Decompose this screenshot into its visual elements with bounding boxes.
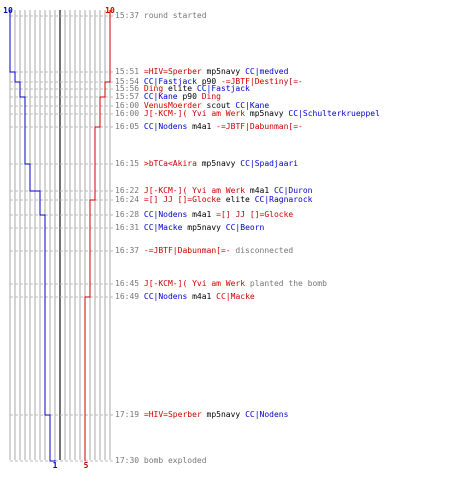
event-text: p90 <box>177 92 202 101</box>
event-row: 16:05 CC|Nodens m4a1 -=JBTF|Dabunman[=- <box>115 122 303 131</box>
event-text: =[] JJ []=Glocke <box>216 210 294 219</box>
event-text: CC|Kane <box>143 92 178 101</box>
event-row: 15:57 CC|Kane p90 Ding <box>115 92 221 101</box>
event-text: m4a1 <box>187 292 217 301</box>
event-row: 15:37 round started <box>115 11 207 20</box>
event-row: 16:15 >bTCa<Akira mp5navy CC|Spadjaari <box>115 159 298 168</box>
event-text: CC|Duron <box>273 186 313 195</box>
event-text: J[-KCM-]( Yvi am Werk <box>143 279 246 288</box>
event-text: mp5navy <box>196 159 241 168</box>
event-text: bomb exploded <box>143 456 207 465</box>
event-text: =[] JJ []=Glocke <box>143 195 221 204</box>
event-text: planted the bomb <box>245 279 327 288</box>
event-row: 15:56 Ding elite CC|Fastjack <box>115 84 250 93</box>
event-text: disconnected <box>230 246 294 255</box>
blue-team-alive-line <box>9 10 56 462</box>
event-row: 16:00 VenusMoerder scout CC|Kane <box>115 101 269 110</box>
event-time: 16:31 <box>115 223 144 232</box>
event-row: 16:24 =[] JJ []=Glocke elite CC|Ragnaroc… <box>115 195 312 204</box>
red-team-alive-line <box>84 10 111 461</box>
event-time: 16:00 <box>115 109 144 118</box>
event-text: CC|Nodens <box>143 292 188 301</box>
event-text: scout <box>201 101 236 110</box>
event-time: 16:05 <box>115 122 144 131</box>
event-time: 15:54 <box>115 77 144 86</box>
event-time: 16:37 <box>115 246 144 255</box>
event-time: 16:00 <box>115 101 144 110</box>
event-text: m4a1 <box>187 210 217 219</box>
event-text: CC|Kane <box>235 101 270 110</box>
event-row: 15:54 CC|Fastjack p90 -=JBTF|Destiny[=- <box>115 77 303 86</box>
event-text: CC|Nodens <box>143 122 188 131</box>
event-time: 16:24 <box>115 195 144 204</box>
event-text: -=JBTF|Dabunman[=- <box>216 122 303 131</box>
event-text: -=JBTF|Dabunman[=- <box>143 246 231 255</box>
event-row: 16:49 CC|Nodens m4a1 CC|Macke <box>115 292 255 301</box>
event-text: CC|Ragnarock <box>254 195 313 204</box>
event-text: mp5navy <box>182 223 226 232</box>
event-row: 16:00 J[-KCM-]( Yvi am Werk mp5navy CC|S… <box>115 109 380 118</box>
event-text: >bTCa<Akira <box>143 159 197 168</box>
event-text: J[-KCM-]( Yvi am Werk <box>143 186 246 195</box>
event-time: 15:56 <box>115 84 144 93</box>
red-team-end-count: 5 <box>84 461 89 470</box>
event-time: 16:15 <box>115 159 144 168</box>
event-row: 16:22 J[-KCM-]( Yvi am Werk m4a1 CC|Duro… <box>115 186 313 195</box>
event-time: 16:45 <box>115 279 144 288</box>
event-row: 17:30 bomb exploded <box>115 456 207 465</box>
event-row: 16:28 CC|Nodens m4a1 =[] JJ []=Glocke <box>115 210 293 219</box>
event-text: m4a1 <box>245 186 274 195</box>
event-text: mp5navy <box>245 109 289 118</box>
event-text: elite <box>163 84 197 93</box>
event-row: 16:45 J[-KCM-]( Yvi am Werk planted the … <box>115 279 327 288</box>
event-text: p90 <box>196 77 221 86</box>
event-text: m4a1 <box>187 122 217 131</box>
event-text: =HIV=Sperber <box>143 410 202 419</box>
event-text: mp5navy <box>201 410 246 419</box>
event-text: VenusMoerder <box>143 101 202 110</box>
event-text: J[-KCM-]( Yvi am Werk <box>143 109 246 118</box>
event-time: 15:57 <box>115 92 144 101</box>
event-time: 17:30 <box>115 456 144 465</box>
red-team-start-count: 10 <box>105 6 115 15</box>
event-time: 16:28 <box>115 210 144 219</box>
blue-team-start-count: 10 <box>3 6 13 15</box>
event-time: 17:19 <box>115 410 144 419</box>
event-text: elite <box>220 195 255 204</box>
event-time: 16:49 <box>115 292 144 301</box>
event-text: CC|medved <box>245 67 289 76</box>
event-text: CC|Fastjack <box>143 77 197 86</box>
event-text: round started <box>143 11 207 20</box>
event-text: =HIV=Sperber <box>143 67 202 76</box>
event-text: CC|Fastjack <box>196 84 250 93</box>
event-text: CC|Schulterkrueppel <box>288 109 380 118</box>
event-text: CC|Nodens <box>143 210 188 219</box>
event-text: CC|Beorn <box>225 223 265 232</box>
event-row: 15:51 =HIV=Sperber mp5navy CC|medved <box>115 67 288 76</box>
event-row: 16:31 CC|Macke mp5navy CC|Beorn <box>115 223 264 232</box>
event-time: 15:51 <box>115 67 144 76</box>
blue-team-end-count: 1 <box>53 461 58 470</box>
event-time: 16:22 <box>115 186 144 195</box>
event-text: CC|Spadjaari <box>240 159 299 168</box>
event-row: 17:19 =HIV=Sperber mp5navy CC|Nodens <box>115 410 288 419</box>
event-row: 16:37 -=JBTF|Dabunman[=- disconnected <box>115 246 293 255</box>
event-text: mp5navy <box>201 67 246 76</box>
event-text: Ding <box>201 92 221 101</box>
event-text: Ding <box>143 84 164 93</box>
event-time: 15:37 <box>115 11 144 20</box>
event-text: -=JBTF|Destiny[=- <box>220 77 303 86</box>
event-text: CC|Macke <box>216 292 255 301</box>
event-text: CC|Macke <box>143 223 183 232</box>
event-text: CC|Nodens <box>245 410 289 419</box>
